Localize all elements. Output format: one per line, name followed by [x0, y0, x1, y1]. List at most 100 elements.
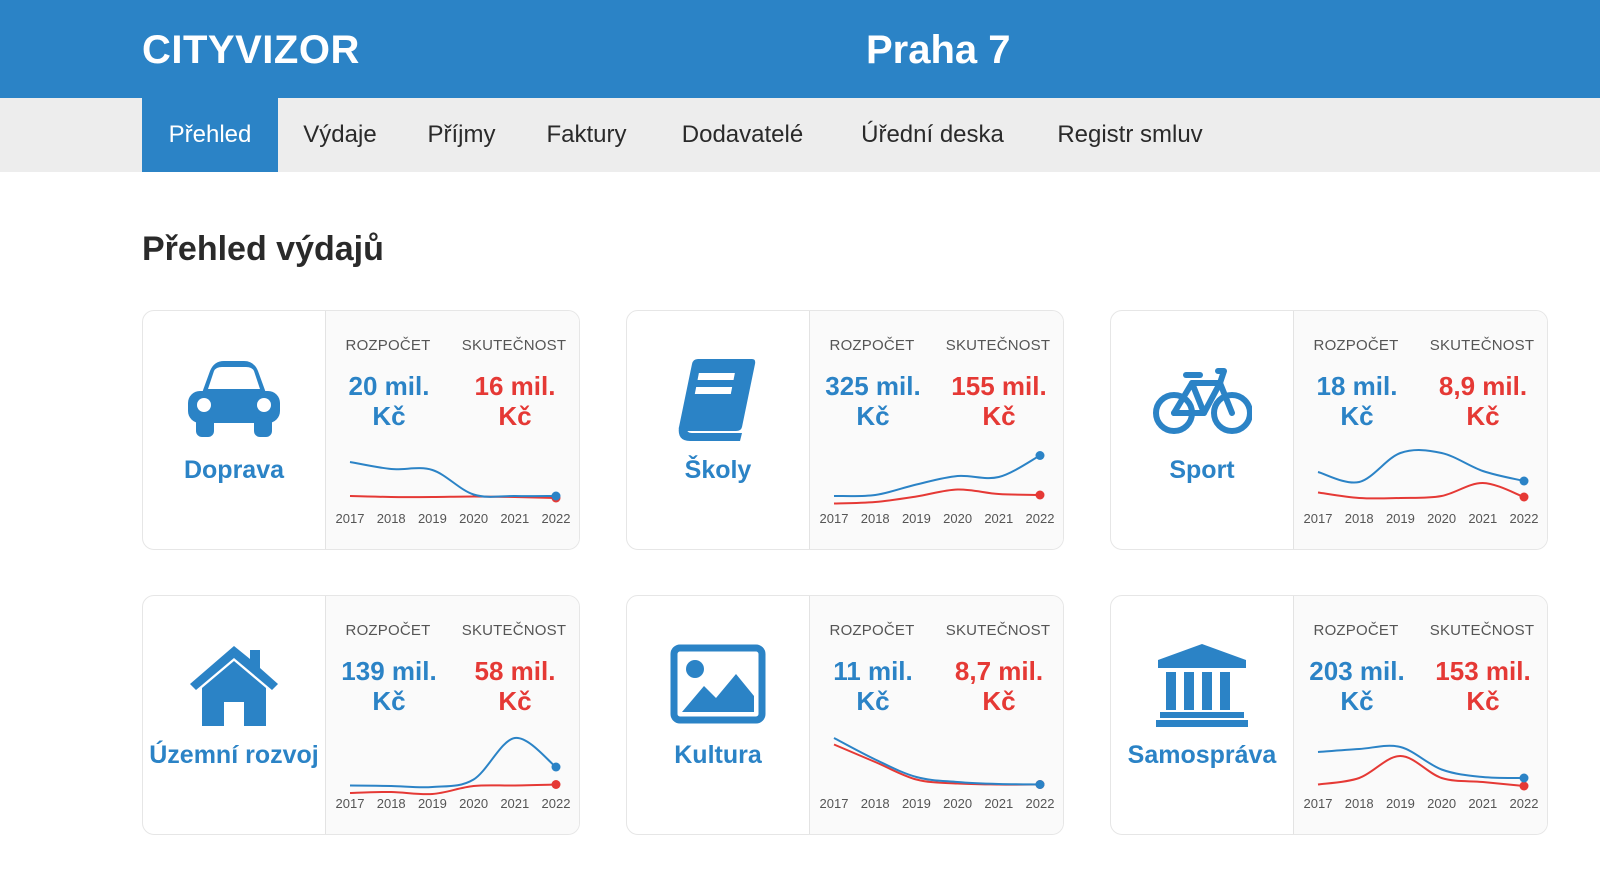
x-tick-label: 2021 [984, 796, 1013, 811]
x-tick-label: 2019 [418, 511, 447, 526]
logo[interactable]: CITYVIZOR [142, 28, 360, 72]
x-tick-label: 2022 [542, 796, 571, 811]
budget-label: ROZPOČET [1313, 337, 1399, 354]
tab-prijmy[interactable]: Příjmy [427, 121, 496, 148]
budget-amount: 20 mil. [348, 371, 430, 401]
actual-amount: 58 mil. [474, 656, 556, 686]
tab-prehled[interactable]: Přehled [142, 98, 278, 172]
actual-label: SKUTEČNOST [461, 337, 567, 354]
x-tick-label: 2019 [418, 796, 447, 811]
category-name: Kultura [674, 741, 762, 769]
divider [809, 311, 810, 549]
budget-series-line [1317, 744, 1525, 779]
x-tick-label: 2020 [1427, 511, 1456, 526]
sparkline-chart: 2017 2018 2019 2020 2021 2022 [1304, 744, 1539, 811]
bicycle-icon [1153, 368, 1252, 434]
x-tick-label: 2021 [1468, 511, 1497, 526]
actual-series-line [833, 488, 1041, 505]
actual-label: SKUTEČNOST [945, 622, 1051, 639]
actual-series-line [1317, 481, 1525, 500]
city-title: Praha 7 [866, 28, 1011, 72]
card-category: Samospráva [1111, 596, 1293, 834]
tab-vydaje[interactable]: Výdaje [303, 121, 377, 148]
x-tick-label: 2021 [984, 511, 1013, 526]
actual-label: SKUTEČNOST [1429, 337, 1535, 354]
x-tick-label: 2022 [1026, 511, 1055, 526]
book-icon [678, 359, 756, 441]
category-name: Sport [1169, 456, 1235, 484]
divider [809, 596, 810, 834]
x-tick-label: 2021 [500, 511, 529, 526]
budget-label: ROZPOČET [1313, 622, 1399, 639]
x-tick-label: 2022 [542, 511, 571, 526]
divider [1293, 311, 1294, 549]
x-tick-label: 2017 [336, 511, 365, 526]
budget-end-point [551, 762, 561, 772]
tab-faktury[interactable]: Faktury [546, 121, 627, 148]
category-card-sport[interactable]: Sport ROZPOČET SKUTEČNOST 18 mil. Kč 8,9 … [1110, 310, 1548, 550]
budget-series-line [833, 737, 1041, 786]
actual-amount: 8,9 mil. [1438, 371, 1528, 401]
actual-value: 58 mil. Kč [453, 656, 577, 716]
top-bar: CITYVIZOR Praha 7 [0, 0, 1600, 98]
actual-end-point [551, 780, 561, 789]
x-tick-label: 2022 [1510, 796, 1539, 811]
x-tick-label: 2020 [459, 796, 488, 811]
budget-value: 20 mil. Kč [327, 371, 451, 431]
actual-value: 16 mil. Kč [453, 371, 577, 431]
category-card-doprava[interactable]: Doprava ROZPOČET SKUTEČNOST 20 mil. Kč 16… [142, 310, 580, 550]
actual-amount: 155 mil. [951, 371, 1047, 401]
actual-label: SKUTEČNOST [945, 337, 1051, 354]
category-card-uzemni-rozvoj[interactable]: Územní rozvoj ROZPOČET SKUTEČNOST 139 mi… [142, 595, 580, 835]
category-card-samosprava[interactable]: Samospráva ROZPOČET SKUTEČNOST 203 mil. K… [1110, 595, 1548, 835]
budget-amount: 18 mil. [1316, 371, 1398, 401]
image-icon [670, 644, 766, 724]
card-category: Doprava [143, 311, 325, 549]
actual-amount: 16 mil. [474, 371, 556, 401]
budget-currency: Kč [856, 686, 890, 716]
x-tick-label: 2020 [943, 511, 972, 526]
actual-amount: 153 mil. [1435, 656, 1531, 686]
budget-currency: Kč [1340, 401, 1374, 431]
actual-currency: Kč [982, 401, 1016, 431]
x-tick-label: 2020 [1427, 796, 1456, 811]
card-values: ROZPOČET SKUTEČNOST 11 mil. Kč 8,7 mil. Kč… [810, 596, 1063, 834]
card-category: Kultura [627, 596, 809, 834]
x-tick-label: 2017 [336, 796, 365, 811]
actual-label: SKUTEČNOST [461, 622, 567, 639]
budget-series-line [349, 461, 557, 498]
divider [1293, 596, 1294, 834]
card-category: Sport [1111, 311, 1293, 549]
car-icon [188, 361, 280, 437]
actual-series-line [833, 743, 1041, 786]
tab-dodavatele[interactable]: Dodavatelé [681, 121, 804, 148]
budget-currency: Kč [856, 401, 890, 431]
category-card-kultura[interactable]: Kultura ROZPOČET SKUTEČNOST 11 mil. Kč 8,… [626, 595, 1064, 835]
actual-value: 8,7 mil. Kč [937, 656, 1061, 716]
actual-value: 155 mil. Kč [937, 371, 1061, 431]
actual-currency: Kč [1466, 686, 1500, 716]
actual-currency: Kč [1466, 401, 1500, 431]
card-category: Územní rozvoj [143, 596, 325, 834]
tab-registr-smluv[interactable]: Registr smluv [1057, 121, 1203, 148]
budget-currency: Kč [1340, 686, 1374, 716]
budget-label: ROZPOČET [829, 337, 915, 354]
divider [325, 311, 326, 549]
actual-series-line [1317, 754, 1525, 787]
x-tick-label: 2018 [861, 511, 890, 526]
x-tick-label: 2018 [1345, 796, 1374, 811]
house-icon [190, 646, 278, 726]
category-name: Územní rozvoj [149, 741, 319, 769]
budget-end-point [551, 491, 561, 501]
x-tick-label: 2019 [1386, 511, 1415, 526]
budget-series-line [349, 736, 557, 789]
budget-currency: Kč [372, 401, 406, 431]
actual-currency: Kč [498, 401, 532, 431]
category-card-skoly[interactable]: Školy ROZPOČET SKUTEČNOST 325 mil. Kč 155… [626, 310, 1064, 550]
budget-amount: 203 mil. [1309, 656, 1405, 686]
tab-uredni-deska[interactable]: Úřední deska [861, 121, 1004, 148]
sparkline-chart: 2017 2018 2019 2020 2021 2022 [336, 736, 571, 811]
actual-series-line [349, 783, 557, 796]
x-tick-label: 2019 [902, 511, 931, 526]
actual-series-line [349, 495, 557, 499]
